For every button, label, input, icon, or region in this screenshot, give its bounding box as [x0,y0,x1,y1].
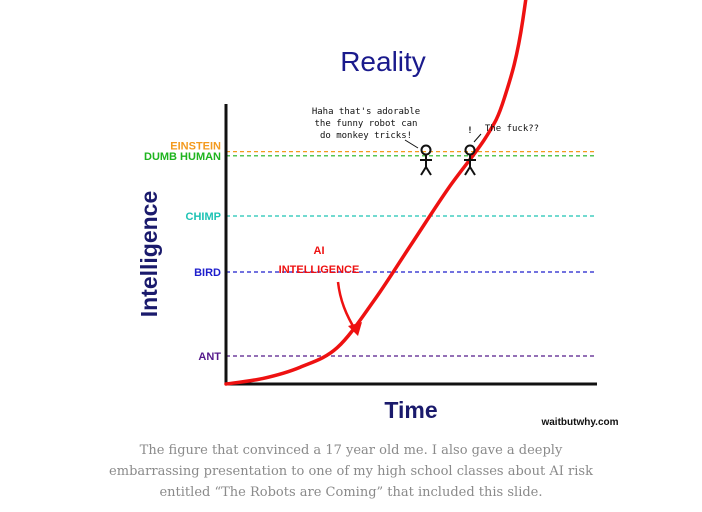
speech-tail [404,139,419,149]
human-speech-line3: do monkey tricks! [320,131,412,141]
level-label-dumb-human: DUMB HUMAN [144,151,221,163]
human-speech-line2: the funny robot can [315,119,418,129]
human-speech-line1: Haha that's adorable [312,107,420,117]
credit-text: waitbutwhy.com [540,417,618,428]
ai-label-line2: INTELLIGENCE [279,264,360,276]
chart-title: Reality [340,46,426,77]
stick-figure-second [464,144,476,176]
speech-tail-2 [473,133,482,143]
ai-intelligence-series-line [224,0,528,386]
y-axis-label: Intelligence [136,191,162,318]
second-speech: The fuck?? [485,124,539,134]
x-axis-label: Time [384,397,437,423]
ai-label-arrow [336,281,358,332]
level-label-einstein: EINSTEIN [170,141,221,153]
level-label-bird: BIRD [194,267,221,279]
level-label-chimp: CHIMP [186,211,221,223]
level-label-ant: ANT [198,351,221,363]
stick-figure-human [420,144,432,176]
exclaim-mark: ! [467,126,472,136]
figure-caption: The figure that convinced a 17 year old … [109,443,593,500]
ai-label-line1: AI [314,245,325,257]
ai-label-arrowhead [348,322,362,336]
